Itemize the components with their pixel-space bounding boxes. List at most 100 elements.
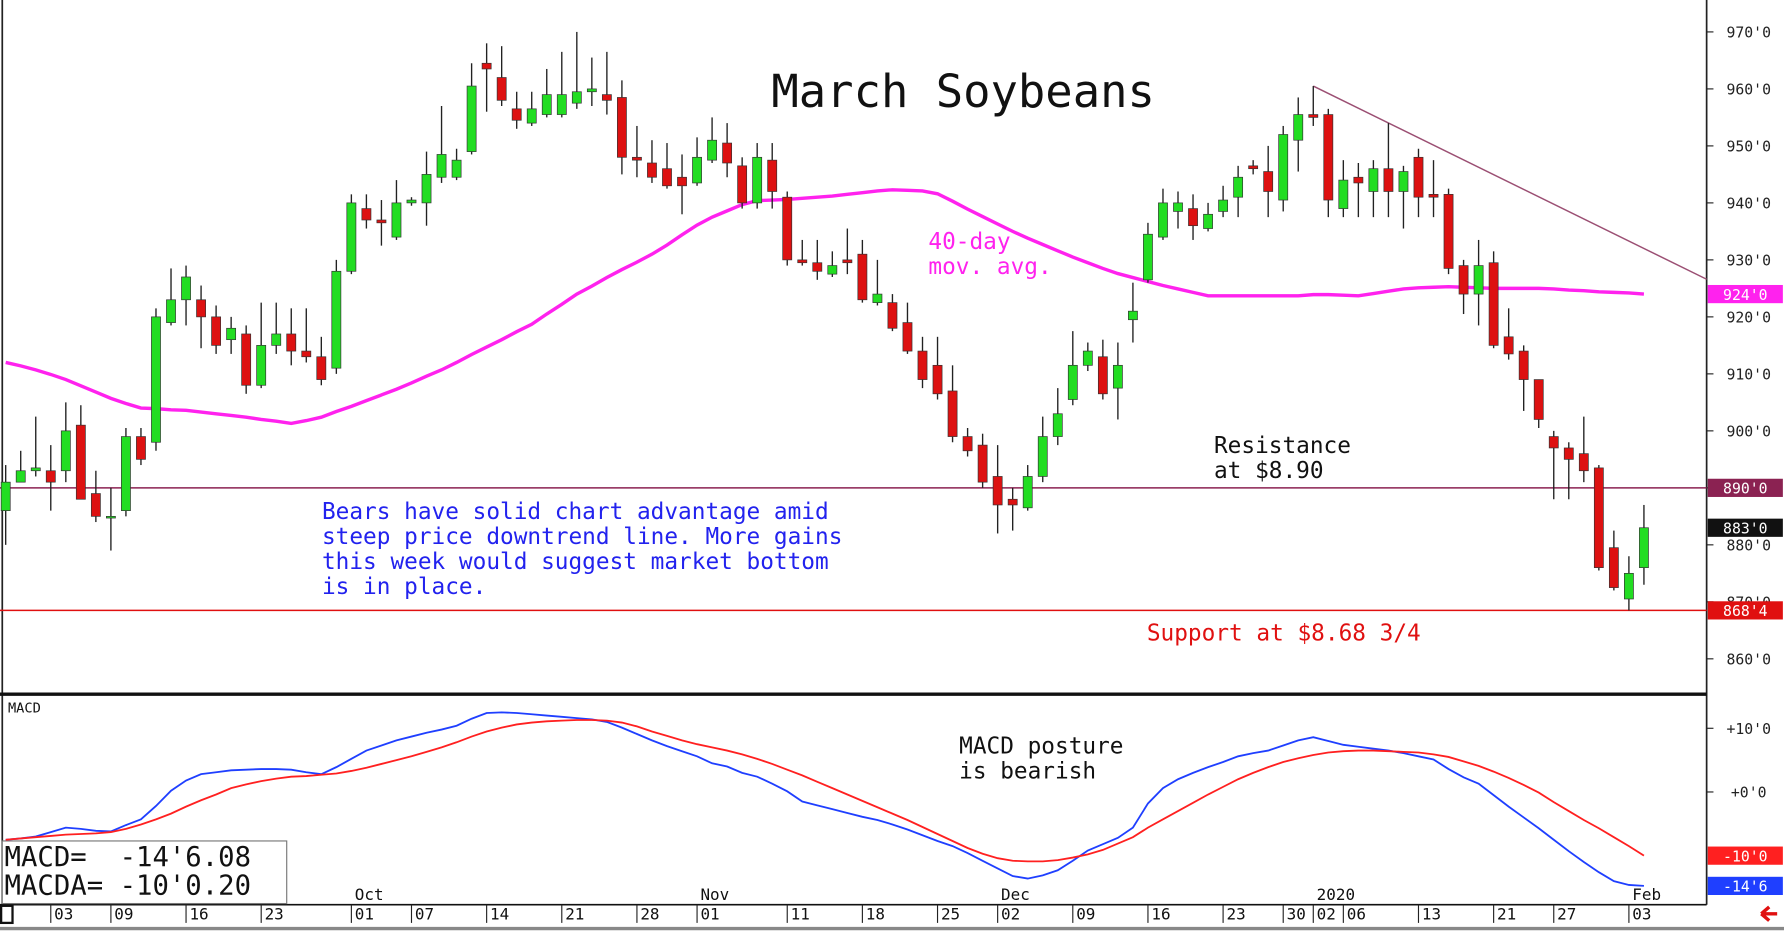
candle-body xyxy=(1639,527,1649,568)
candle-body xyxy=(1518,350,1529,380)
candle-body xyxy=(571,91,582,104)
candle-body xyxy=(1188,208,1198,227)
candle-body xyxy=(1203,213,1213,229)
candle-body xyxy=(1233,176,1244,198)
candle-body xyxy=(1112,364,1123,389)
candle-body xyxy=(902,322,913,352)
y-tick-label: 970'0 xyxy=(1726,25,1770,42)
candle-body xyxy=(1293,114,1304,141)
candle-body xyxy=(767,159,778,192)
candle-body xyxy=(75,424,86,500)
support-box-label: 868'4 xyxy=(1723,603,1768,620)
candle-body xyxy=(346,202,357,272)
ma-box-label: 924'0 xyxy=(1723,287,1767,304)
candle-body xyxy=(121,436,131,511)
candle-body xyxy=(1473,265,1484,295)
candle-body xyxy=(1488,262,1499,346)
candle-body xyxy=(316,356,327,380)
x-tick-label: 03 xyxy=(54,904,73,923)
candle-body xyxy=(1022,476,1033,509)
candle-body xyxy=(1173,202,1183,212)
x-tick-label: 23 xyxy=(1227,904,1246,923)
macd-end-box-label: -14'6 xyxy=(1723,879,1767,896)
candle-body xyxy=(647,162,657,178)
candle-body xyxy=(872,293,883,303)
candle-body xyxy=(1563,447,1574,460)
macd-comment: is bearish xyxy=(959,758,1096,784)
candle-body xyxy=(436,154,447,178)
candle-body xyxy=(1398,171,1409,192)
candle-body xyxy=(1368,168,1379,192)
candle-body xyxy=(106,516,116,519)
resistance-note: at $8.90 xyxy=(1214,458,1324,484)
month-label: Feb xyxy=(1632,885,1661,904)
candle-body xyxy=(466,85,477,152)
panel-label: MACD xyxy=(8,700,41,716)
candle-body xyxy=(1608,547,1619,588)
candle-body xyxy=(60,430,71,472)
candle-body xyxy=(782,196,793,261)
candle-body xyxy=(677,176,687,187)
x-tick-label: 16 xyxy=(189,904,208,923)
candle-body xyxy=(1593,467,1604,568)
readout: MACDA= -10'0.20 xyxy=(5,870,251,901)
candle-body xyxy=(1458,265,1469,295)
readout: MACD= -14'6.08 xyxy=(5,842,251,873)
x-tick-label: 27 xyxy=(1557,904,1576,923)
candle-body xyxy=(1007,498,1018,506)
candle-body xyxy=(1052,413,1063,437)
candle-body xyxy=(0,481,11,511)
y-tick-label: 860'0 xyxy=(1726,652,1770,669)
x-tick-label: 28 xyxy=(640,904,659,923)
candle-body xyxy=(45,470,56,483)
last-price-box-label: 883'0 xyxy=(1723,520,1767,537)
chart-title: March Soybeans xyxy=(771,65,1154,118)
candle-body xyxy=(451,159,462,178)
candle-body xyxy=(301,350,312,358)
candle-body xyxy=(226,327,237,341)
candle-body xyxy=(166,299,176,323)
x-tick-label: 09 xyxy=(1076,904,1095,923)
candle-body xyxy=(541,94,552,115)
candle-body xyxy=(331,270,342,369)
x-tick-label: 03 xyxy=(1632,904,1651,923)
candle-body xyxy=(1158,202,1168,238)
candle-body xyxy=(271,333,282,346)
y-tick-label: 960'0 xyxy=(1726,82,1770,99)
candle-body xyxy=(1503,336,1514,355)
macd-end-box xyxy=(1707,846,1783,865)
x-tick-label: 09 xyxy=(114,904,133,923)
candle-body xyxy=(421,174,432,204)
candle-body xyxy=(812,262,823,272)
candle-body xyxy=(962,436,973,452)
candle-body xyxy=(1533,379,1544,420)
y-tick-label: 930'0 xyxy=(1726,253,1770,270)
moving-average xyxy=(5,188,1645,426)
candle-body xyxy=(406,199,417,204)
y-tick-label: 910'0 xyxy=(1726,367,1770,384)
candle-body xyxy=(286,333,297,352)
candle-body xyxy=(196,299,206,318)
x-tick-label: 07 xyxy=(415,904,434,923)
candle-body xyxy=(481,62,492,70)
macd-end-box-label: -10'0 xyxy=(1723,848,1767,865)
candle-body xyxy=(586,88,597,93)
x-tick-label: 18 xyxy=(866,904,885,923)
candle-body xyxy=(1037,436,1048,477)
candle-body xyxy=(857,253,868,301)
month-label: Oct xyxy=(355,885,384,904)
candle-body xyxy=(256,345,267,386)
ma-box xyxy=(1707,284,1783,304)
comment: this week would suggest market bottom xyxy=(322,549,829,575)
ma-note: 40-day xyxy=(928,229,1010,255)
candle-body xyxy=(556,94,567,115)
candle-body xyxy=(842,259,853,264)
x-tick-label: 16 xyxy=(1151,904,1170,923)
x-tick-label: 01 xyxy=(700,904,719,923)
trendline xyxy=(1312,85,1707,280)
candle-body xyxy=(887,302,898,329)
y-tick-label: 880'0 xyxy=(1726,538,1770,555)
candle-body xyxy=(722,142,733,164)
